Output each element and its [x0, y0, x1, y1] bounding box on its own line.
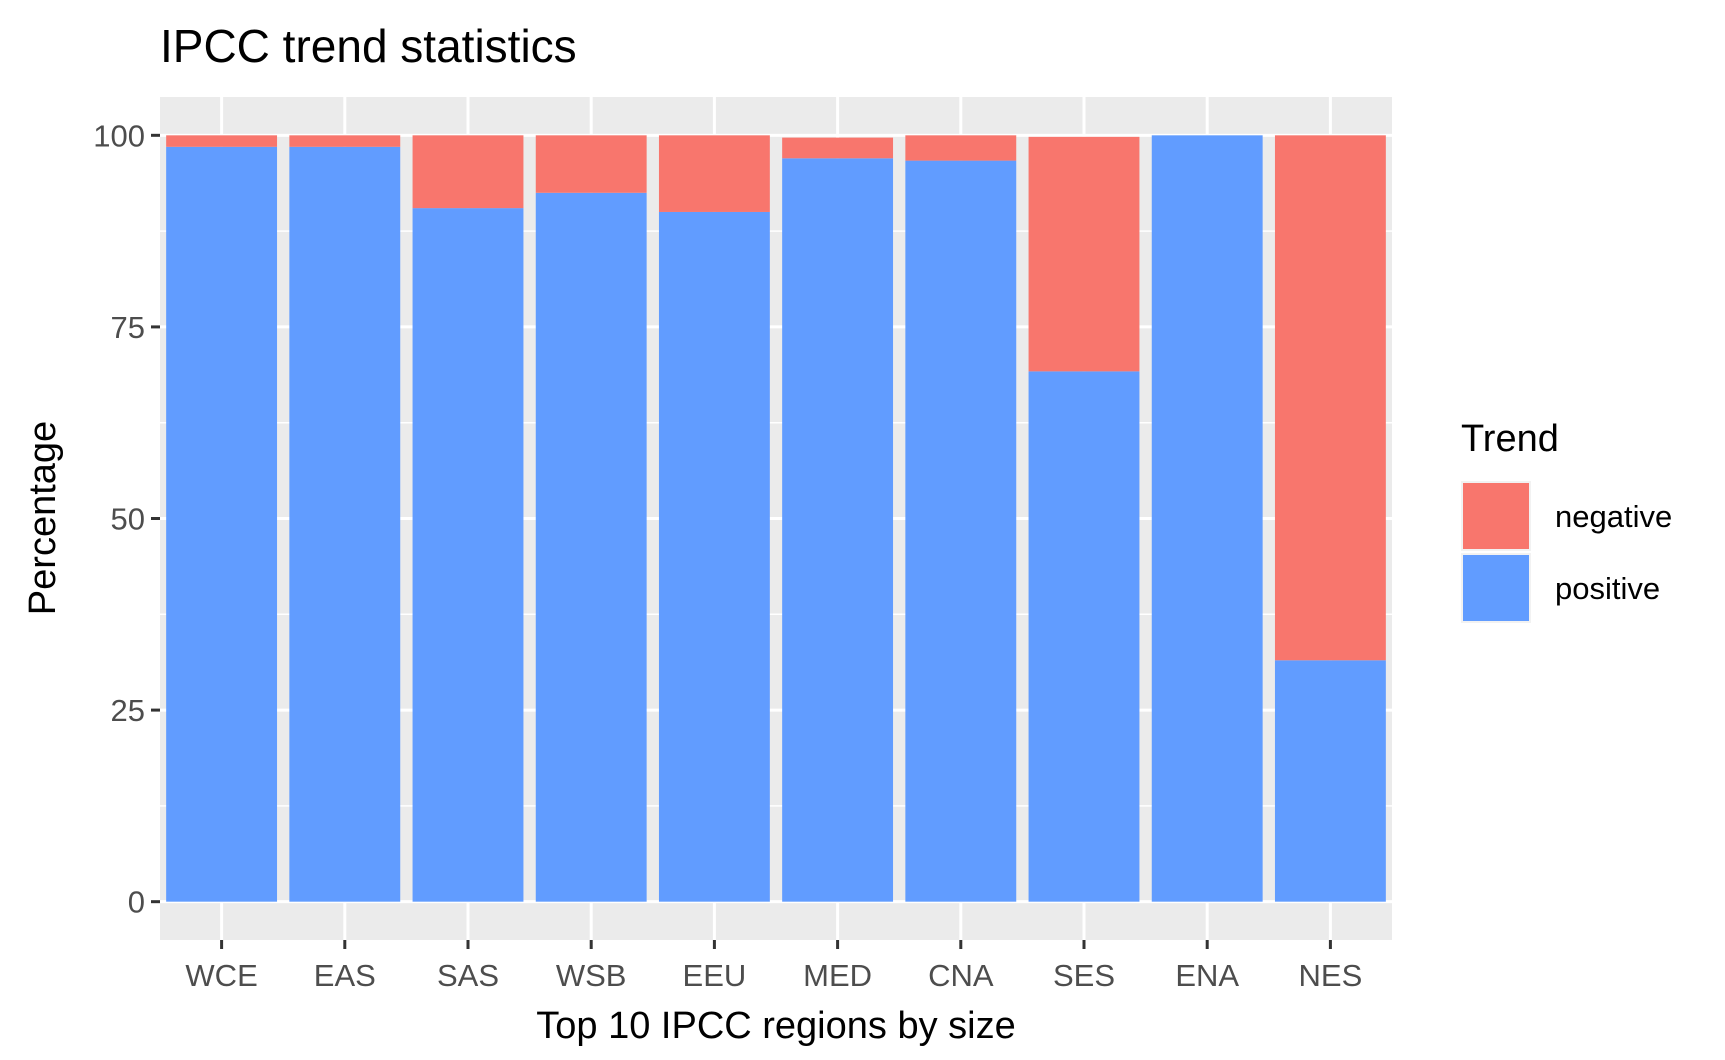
bars: [166, 135, 1386, 902]
bar-negative-sas: [412, 135, 524, 209]
bar-negative-nes: [1274, 135, 1386, 661]
x-tick-label-ses: SES: [1053, 958, 1115, 993]
bar-negative-cna: [905, 135, 1017, 161]
x-tick-label-ena: ENA: [1175, 958, 1239, 993]
y-axis: 0 25 50 75 100: [93, 118, 160, 920]
bar-negative-ses: [1028, 136, 1140, 372]
x-tick-label-wsb: WSB: [556, 958, 627, 993]
legend: Trend negative positive: [1461, 418, 1672, 623]
bar-positive-wce: [166, 146, 278, 902]
y-tick-label: 75: [111, 310, 145, 345]
legend-swatch-positive: [1463, 555, 1529, 621]
x-axis: WCE EAS SAS WSB EEU MED CNA SES ENA NES: [185, 940, 1362, 993]
y-tick-label: 50: [111, 502, 145, 537]
bar-positive-wsb: [535, 192, 647, 902]
bar-positive-nes: [1274, 660, 1386, 902]
legend-label-negative: negative: [1555, 499, 1672, 534]
legend-swatch-negative: [1463, 483, 1529, 549]
bar-positive-ena: [1151, 135, 1263, 902]
x-tick-label-wce: WCE: [185, 958, 257, 993]
bar-negative-wsb: [535, 135, 647, 193]
legend-title: Trend: [1461, 418, 1559, 460]
y-axis-title: Percentage: [22, 421, 64, 615]
legend-label-positive: positive: [1555, 571, 1660, 606]
bar-negative-med: [782, 137, 894, 159]
bar-positive-med: [782, 158, 894, 902]
x-tick-label-sas: SAS: [437, 958, 499, 993]
x-axis-title: Top 10 IPCC regions by size: [536, 1005, 1015, 1047]
bar-negative-eas: [289, 135, 401, 147]
bar-negative-eeu: [658, 135, 770, 212]
bar-negative-wce: [166, 135, 278, 147]
chart-title: IPCC trend statistics: [160, 20, 577, 72]
x-tick-label-eas: EAS: [314, 958, 376, 993]
bar-positive-eeu: [658, 211, 770, 902]
bar-positive-ses: [1028, 371, 1140, 902]
bar-positive-eas: [289, 146, 401, 902]
y-tick-label: 0: [128, 885, 145, 920]
y-tick-label: 25: [111, 693, 145, 728]
x-tick-label-cna: CNA: [928, 958, 994, 993]
x-tick-label-nes: NES: [1299, 958, 1363, 993]
y-tick-label: 100: [93, 118, 145, 153]
bar-positive-cna: [905, 160, 1017, 902]
bar-positive-sas: [412, 208, 524, 902]
x-tick-label-med: MED: [803, 958, 872, 993]
x-tick-label-eeu: EEU: [683, 958, 747, 993]
